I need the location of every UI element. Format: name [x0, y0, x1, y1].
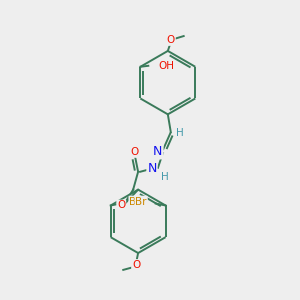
Text: Br: Br — [129, 196, 141, 206]
Text: N: N — [147, 162, 157, 175]
Text: Br: Br — [135, 196, 147, 206]
Text: O: O — [132, 260, 140, 270]
Text: OH: OH — [158, 61, 174, 71]
Text: O: O — [167, 35, 175, 45]
Text: O: O — [117, 200, 125, 211]
Text: H: H — [161, 172, 169, 182]
Text: N: N — [153, 146, 163, 158]
Text: O: O — [130, 147, 138, 157]
Text: H: H — [176, 128, 184, 138]
